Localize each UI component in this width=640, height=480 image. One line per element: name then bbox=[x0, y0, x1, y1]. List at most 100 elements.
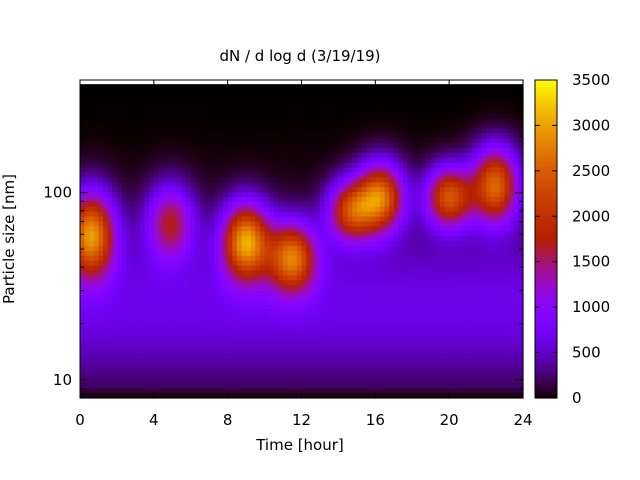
heatmap-cell bbox=[153, 255, 160, 262]
heatmap-cell bbox=[232, 295, 238, 301]
heatmap-cell bbox=[195, 388, 201, 394]
heatmap-cell bbox=[426, 290, 432, 296]
heatmap-cell bbox=[135, 245, 141, 252]
heatmap-cell bbox=[121, 143, 127, 149]
heatmap-cell bbox=[139, 388, 146, 394]
heatmap-cell bbox=[379, 133, 386, 139]
heatmap-cell bbox=[116, 231, 123, 237]
heatmap-cell bbox=[130, 138, 136, 144]
heatmap-cell bbox=[103, 196, 109, 203]
heatmap-cell bbox=[421, 245, 427, 252]
heatmap-cell bbox=[135, 172, 141, 178]
heatmap-cell bbox=[84, 319, 90, 326]
heatmap-cell bbox=[172, 373, 178, 379]
heatmap-cell bbox=[181, 334, 187, 340]
heatmap-cell bbox=[116, 196, 123, 203]
heatmap-cell bbox=[259, 324, 266, 330]
heatmap-cell bbox=[144, 324, 150, 330]
heatmap-cell bbox=[246, 108, 252, 115]
heatmap-cell bbox=[167, 206, 173, 213]
heatmap-cell bbox=[430, 329, 436, 335]
heatmap-cell bbox=[80, 383, 86, 389]
heatmap-cell bbox=[407, 388, 413, 394]
heatmap-cell bbox=[287, 358, 293, 365]
heatmap-cell bbox=[116, 285, 123, 291]
heatmap-cell bbox=[190, 363, 196, 370]
heatmap-cell bbox=[426, 245, 432, 252]
heatmap-cell bbox=[315, 167, 321, 174]
heatmap-cell bbox=[296, 299, 303, 306]
heatmap-cell bbox=[116, 147, 123, 154]
heatmap-cell bbox=[287, 319, 293, 326]
heatmap-cell bbox=[176, 373, 183, 379]
heatmap-cell bbox=[149, 221, 155, 227]
heatmap-cell bbox=[255, 157, 261, 164]
heatmap-cell bbox=[204, 270, 210, 277]
heatmap-cell bbox=[379, 353, 386, 360]
heatmap-cell bbox=[112, 299, 118, 306]
heatmap-cell bbox=[209, 290, 215, 296]
heatmap-cell bbox=[301, 353, 307, 360]
heatmap-cell bbox=[430, 373, 436, 379]
heatmap-cell bbox=[389, 216, 395, 223]
heatmap-cell bbox=[269, 241, 275, 247]
heatmap-cell bbox=[398, 157, 404, 164]
heatmap-cell bbox=[218, 152, 224, 159]
heatmap-cell bbox=[186, 241, 192, 247]
heatmap-cell bbox=[301, 147, 307, 154]
heatmap-cell bbox=[236, 368, 243, 375]
heatmap-cell bbox=[375, 108, 381, 115]
heatmap-cell bbox=[384, 319, 390, 326]
heatmap-cell bbox=[264, 89, 270, 95]
heatmap-cell bbox=[149, 334, 155, 340]
heatmap-cell bbox=[343, 196, 349, 203]
heatmap-cell bbox=[158, 93, 164, 100]
heatmap-cell bbox=[176, 172, 183, 178]
heatmap-cell bbox=[356, 143, 363, 149]
heatmap-cell bbox=[269, 334, 275, 340]
heatmap-cell bbox=[103, 211, 109, 218]
heatmap-cell bbox=[393, 270, 399, 277]
heatmap-cell bbox=[93, 290, 100, 296]
heatmap-cell bbox=[366, 270, 372, 277]
heatmap-cell bbox=[306, 373, 312, 379]
heatmap-cell bbox=[292, 295, 298, 301]
heatmap-cell bbox=[421, 182, 427, 188]
heatmap-cell bbox=[273, 250, 280, 257]
heatmap-cell bbox=[412, 393, 418, 399]
heatmap-cell bbox=[403, 314, 409, 321]
heatmap-cell bbox=[172, 309, 178, 316]
heatmap-cell bbox=[103, 255, 109, 262]
heatmap-cell bbox=[89, 388, 95, 394]
heatmap-cell bbox=[333, 309, 340, 316]
heatmap-cell bbox=[255, 378, 261, 384]
heatmap-cell bbox=[84, 241, 90, 247]
heatmap-cell bbox=[292, 192, 298, 198]
heatmap-cell bbox=[283, 211, 289, 218]
heatmap-cell bbox=[103, 187, 109, 193]
heatmap-cell bbox=[190, 157, 196, 164]
heatmap-cell bbox=[264, 196, 270, 203]
heatmap-cell bbox=[181, 275, 187, 281]
heatmap-cell bbox=[384, 236, 390, 242]
heatmap-cell bbox=[315, 255, 321, 262]
heatmap-cell bbox=[107, 128, 113, 134]
heatmap-cell bbox=[139, 221, 146, 227]
heatmap-cell bbox=[324, 187, 330, 193]
heatmap-cell bbox=[186, 138, 192, 144]
heatmap-cell bbox=[241, 182, 247, 188]
heatmap-cell bbox=[84, 216, 90, 223]
heatmap-cell bbox=[93, 353, 100, 360]
heatmap-cell bbox=[250, 290, 256, 296]
heatmap-cell bbox=[80, 250, 86, 257]
heatmap-cell bbox=[259, 348, 266, 355]
heatmap-cell bbox=[426, 334, 432, 340]
heatmap-cell bbox=[213, 285, 220, 291]
heatmap-cell bbox=[84, 221, 90, 227]
heatmap-cell bbox=[375, 348, 381, 355]
heatmap-cell bbox=[430, 275, 436, 281]
heatmap-cell bbox=[246, 270, 252, 277]
heatmap-cell bbox=[246, 250, 252, 257]
heatmap-cell bbox=[112, 353, 118, 360]
heatmap-cell bbox=[172, 187, 178, 193]
